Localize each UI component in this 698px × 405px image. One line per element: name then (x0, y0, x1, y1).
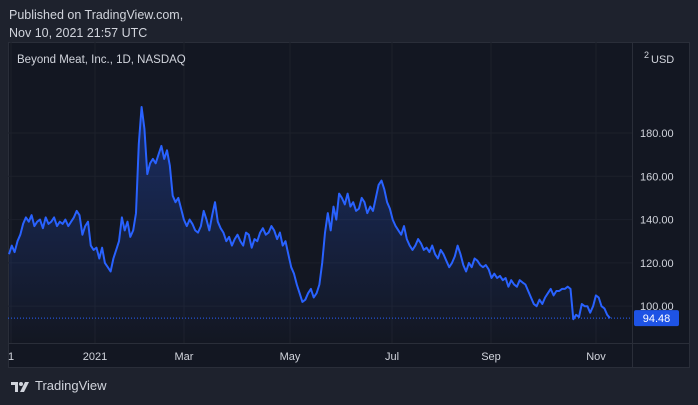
published-timestamp: Nov 10, 2021 21:57 UTC (9, 26, 148, 40)
currency-prefix: 2 (644, 50, 649, 60)
published-line-1: Published on TradingView.com, (9, 8, 184, 22)
price-area-fill (9, 107, 610, 343)
x-tick-label: 1 (8, 351, 14, 363)
chart-title: Beyond Meat, Inc., 1D, NASDAQ (17, 54, 186, 66)
tradingview-brand: TradingView (35, 378, 107, 393)
last-price-badge (634, 310, 679, 327)
x-tick-label: Nov (586, 351, 606, 363)
x-tick-label: May (280, 351, 301, 363)
x-tick-label: 2021 (83, 351, 107, 363)
tradingview-logo[interactable]: TradingView (10, 378, 107, 393)
published-info: Published on TradingView.com, Nov 10, 20… (9, 6, 183, 42)
currency-label: USD (651, 54, 674, 66)
y-tick-label: 140.00 (640, 215, 674, 227)
x-tick-label: Sep (481, 351, 501, 363)
last-price-label: 94.48 (643, 313, 671, 325)
y-tick-label: 180.00 (640, 128, 674, 140)
x-tick-label: Mar (175, 351, 194, 363)
x-tick-label: Jul (385, 351, 399, 363)
tradingview-logo-icon (11, 381, 29, 392)
y-tick-label: 120.00 (640, 258, 674, 270)
price-line[interactable] (8, 106, 611, 321)
y-tick-label: 160.00 (640, 171, 674, 183)
